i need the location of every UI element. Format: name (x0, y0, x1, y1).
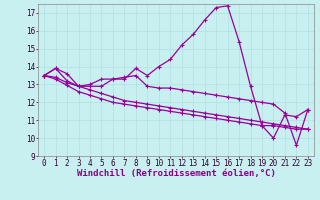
X-axis label: Windchill (Refroidissement éolien,°C): Windchill (Refroidissement éolien,°C) (76, 169, 276, 178)
